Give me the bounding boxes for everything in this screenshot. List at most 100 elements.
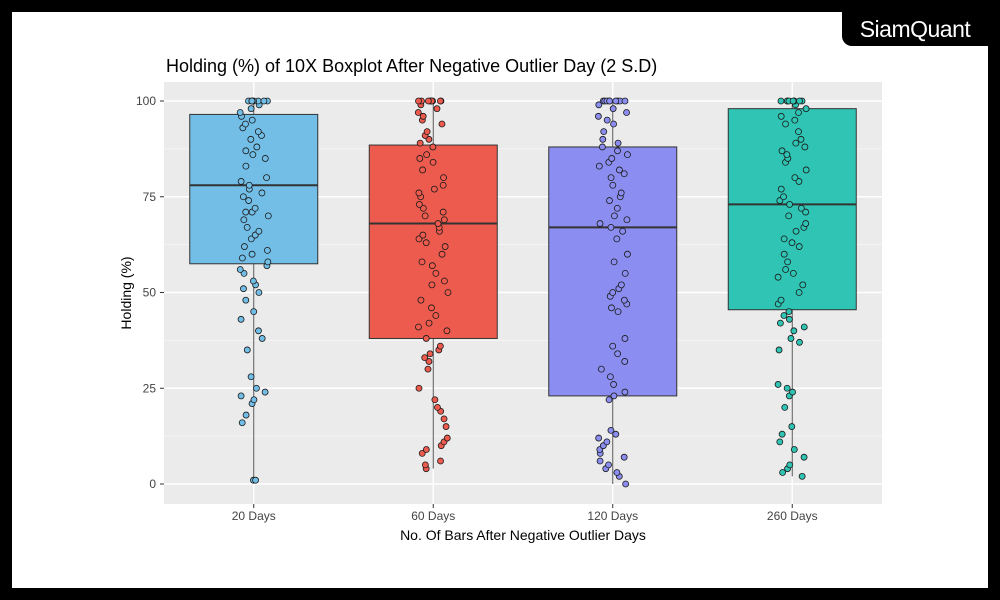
data-point — [609, 181, 617, 189]
data-point — [258, 189, 266, 197]
data-point — [621, 269, 629, 277]
data-point — [596, 220, 604, 227]
data-point — [437, 457, 444, 465]
data-point — [444, 289, 452, 296]
x-tick-label: 120 Days — [587, 509, 638, 523]
data-point — [422, 335, 430, 342]
data-point — [429, 158, 437, 166]
data-point — [616, 166, 623, 174]
data-point — [774, 381, 782, 388]
data-point — [610, 212, 618, 220]
data-point — [264, 212, 272, 220]
data-point — [421, 354, 429, 362]
data-point — [426, 350, 434, 358]
data-point — [792, 227, 800, 235]
data-point — [795, 243, 803, 250]
y-tick-label: 75 — [143, 190, 157, 204]
data-point — [415, 201, 423, 208]
data-point — [595, 101, 603, 109]
data-point — [778, 430, 786, 438]
data-point — [415, 97, 422, 105]
data-point — [796, 338, 803, 346]
data-point — [779, 469, 787, 476]
data-point — [421, 461, 429, 469]
data-point — [790, 327, 798, 335]
data-point — [437, 97, 444, 105]
data-point — [610, 120, 617, 128]
data-point — [620, 296, 628, 304]
data-point — [795, 178, 803, 185]
data-point — [786, 201, 794, 208]
data-point — [238, 419, 246, 427]
data-point — [236, 109, 244, 116]
data-point — [606, 197, 613, 204]
data-point — [795, 128, 802, 136]
data-point — [600, 128, 608, 136]
data-point — [236, 266, 244, 273]
data-point — [439, 208, 447, 216]
data-point — [242, 147, 250, 155]
box-rect — [727, 108, 857, 311]
boxplot-chart: 0 25 50 75 100 20 Days 60 Days 120 Days 260 Day… — [118, 56, 882, 543]
data-point — [258, 335, 266, 342]
data-point — [417, 296, 425, 304]
data-point — [782, 266, 790, 273]
data-point — [237, 315, 245, 323]
data-point — [621, 335, 629, 342]
data-point — [802, 166, 810, 174]
data-point — [253, 143, 261, 151]
data-point — [613, 204, 621, 212]
data-point — [434, 403, 441, 411]
data-point — [777, 112, 785, 120]
data-point — [243, 223, 251, 231]
box-rect — [189, 113, 319, 265]
data-point — [780, 250, 788, 258]
data-point — [802, 208, 810, 216]
data-point — [247, 105, 255, 113]
data-point — [237, 178, 245, 185]
data-point — [248, 250, 256, 258]
data-point — [416, 139, 424, 147]
data-point — [619, 227, 627, 235]
data-point — [421, 212, 429, 220]
data-point — [438, 250, 446, 258]
data-point — [603, 438, 611, 446]
data-point — [425, 319, 433, 327]
data-point — [783, 384, 791, 392]
box-marks — [189, 97, 857, 488]
data-point — [439, 181, 447, 189]
data-point — [789, 97, 797, 105]
x-tick-label: 60 Days — [411, 509, 455, 523]
data-point — [251, 204, 259, 212]
data-point — [424, 97, 432, 105]
data-point — [621, 358, 629, 365]
data-point — [423, 151, 431, 159]
data-point — [608, 155, 616, 162]
data-point — [614, 350, 622, 358]
data-point — [613, 235, 621, 243]
data-point — [415, 323, 422, 331]
data-point — [798, 472, 806, 480]
data-point — [789, 269, 797, 277]
data-point — [776, 319, 784, 327]
data-point — [795, 109, 802, 116]
data-point — [253, 384, 260, 392]
data-point — [617, 281, 625, 289]
data-point — [795, 289, 803, 296]
chart-frame: SiamQuant 0 25 50 75 100 20 Days 60 Days 120 D… — [12, 12, 988, 588]
data-point — [605, 461, 612, 469]
data-point — [774, 273, 782, 281]
data-point — [620, 453, 628, 461]
y-tick-label: 50 — [143, 286, 157, 300]
data-point — [612, 97, 620, 105]
data-point — [776, 438, 784, 446]
data-point — [607, 174, 615, 182]
data-point — [239, 193, 247, 201]
data-point — [597, 365, 605, 373]
data-point — [777, 97, 785, 105]
data-point — [264, 258, 272, 266]
data-point — [802, 105, 810, 113]
data-point — [797, 204, 805, 212]
chart-title: Holding (%) of 10X Boxplot After Negativ… — [166, 56, 657, 76]
data-point — [438, 120, 446, 128]
